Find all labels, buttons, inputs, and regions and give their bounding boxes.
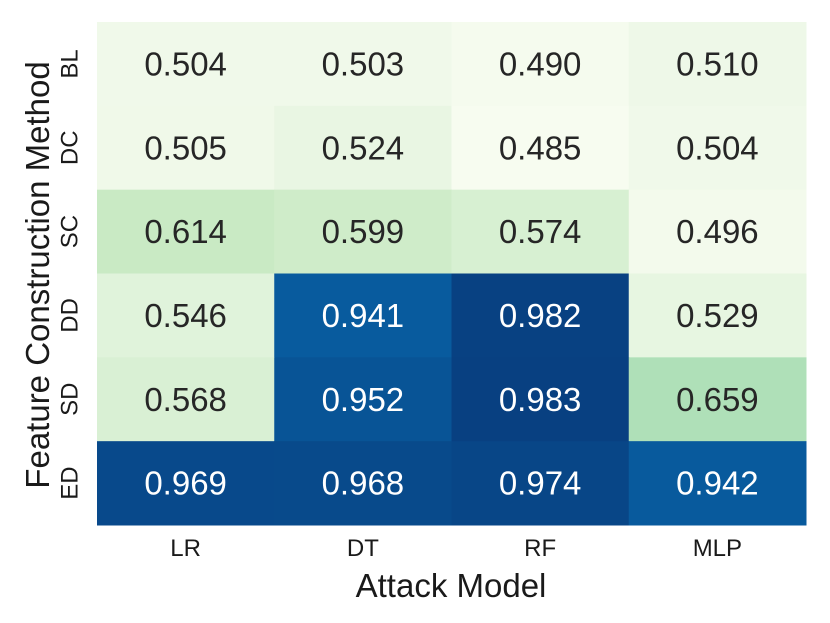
- cell-value-BL-MLP: 0.510: [676, 45, 759, 82]
- x-tick-LR: LR: [170, 535, 201, 562]
- heatmap-cell-DD-MLP: [628, 273, 807, 358]
- cell-value-DC-DT: 0.524: [322, 129, 405, 166]
- heatmap-cell-SC-LR: [97, 189, 275, 274]
- cell-value-SC-RF: 0.574: [499, 213, 582, 250]
- cell-value-BL-DT: 0.503: [322, 45, 405, 82]
- y-tick-BL: BL: [57, 49, 84, 78]
- heatmap-cell-DC-MLP: [628, 105, 807, 191]
- heatmap-cell-BL-LR: [97, 22, 275, 107]
- cell-value-ED-DT: 0.968: [322, 465, 405, 502]
- cell-value-SD-DT: 0.952: [322, 381, 405, 418]
- heatmap-cell-SC-MLP: [628, 189, 807, 274]
- heatmap-cell-ED-LR: [97, 441, 275, 526]
- cell-value-DC-LR: 0.505: [144, 129, 227, 166]
- cell-value-DC-RF: 0.485: [499, 129, 582, 166]
- cell-value-BL-LR: 0.504: [144, 45, 227, 82]
- heatmap-cell-DC-DT: [274, 105, 452, 191]
- heatmap-cell-SD-RF: [451, 357, 630, 442]
- cell-value-DD-MLP: 0.529: [676, 297, 759, 334]
- heatmap-cell-DC-LR: [97, 105, 275, 191]
- cell-value-DD-RF: 0.982: [499, 297, 582, 334]
- cell-value-SC-DT: 0.599: [322, 213, 405, 250]
- heatmap-cell-ED-MLP: [628, 441, 807, 526]
- heatmap-cell-BL-RF: [451, 22, 630, 107]
- cell-value-ED-LR: 0.969: [144, 465, 227, 502]
- heatmap-cell-SD-DT: [274, 357, 452, 442]
- x-axis-label: Attack Model: [356, 567, 547, 604]
- cell-value-SC-LR: 0.614: [144, 213, 227, 250]
- heatmap-cell-ED-RF: [451, 441, 630, 526]
- y-tick-SD: SD: [57, 383, 84, 416]
- heatmap-cell-BL-MLP: [628, 22, 807, 107]
- heatmap-cell-ED-DT: [274, 441, 452, 526]
- x-tick-labels: LR DT RF MLP: [170, 535, 742, 562]
- heatmap-cell-SC-DT: [274, 189, 452, 274]
- heatmap-cell-DD-DT: [274, 273, 452, 358]
- cell-value-DD-LR: 0.546: [144, 297, 227, 334]
- y-tick-ED: ED: [57, 466, 84, 499]
- x-tick-DT: DT: [347, 535, 379, 562]
- x-tick-MLP: MLP: [693, 535, 742, 562]
- cell-value-ED-RF: 0.974: [499, 465, 582, 502]
- cell-value-ED-MLP: 0.942: [676, 465, 759, 502]
- heatmap-cell-DC-RF: [451, 105, 630, 191]
- heatmap-cells: 0.504 0.503 0.490 0.510 0.505 0.524 0.485 0.504…: [97, 22, 807, 526]
- x-tick-RF: RF: [524, 535, 556, 562]
- y-axis-label: Feature Construction Method: [19, 61, 56, 488]
- cell-value-SC-MLP: 0.496: [676, 213, 759, 250]
- heatmap-cell-DD-RF: [451, 273, 630, 358]
- y-tick-DC: DC: [57, 130, 84, 165]
- cell-value-SD-MLP: 0.659: [676, 381, 759, 418]
- y-tick-labels: BL DC SC DD SD ED: [57, 49, 84, 500]
- heatmap-cell-SC-RF: [451, 189, 630, 274]
- y-tick-DD: DD: [57, 298, 84, 333]
- cell-value-BL-RF: 0.490: [499, 45, 582, 82]
- heatmap-cell-SD-LR: [97, 357, 275, 442]
- cell-value-DC-MLP: 0.504: [676, 129, 759, 166]
- cell-value-SD-RF: 0.983: [499, 381, 582, 418]
- cell-value-SD-LR: 0.568: [144, 381, 227, 418]
- cell-value-DD-DT: 0.941: [322, 297, 405, 334]
- heatmap-cell-SD-MLP: [628, 357, 807, 442]
- heatmap-cell-BL-DT: [274, 22, 452, 107]
- heatmap-cell-DD-LR: [97, 273, 275, 358]
- y-tick-SC: SC: [57, 215, 84, 248]
